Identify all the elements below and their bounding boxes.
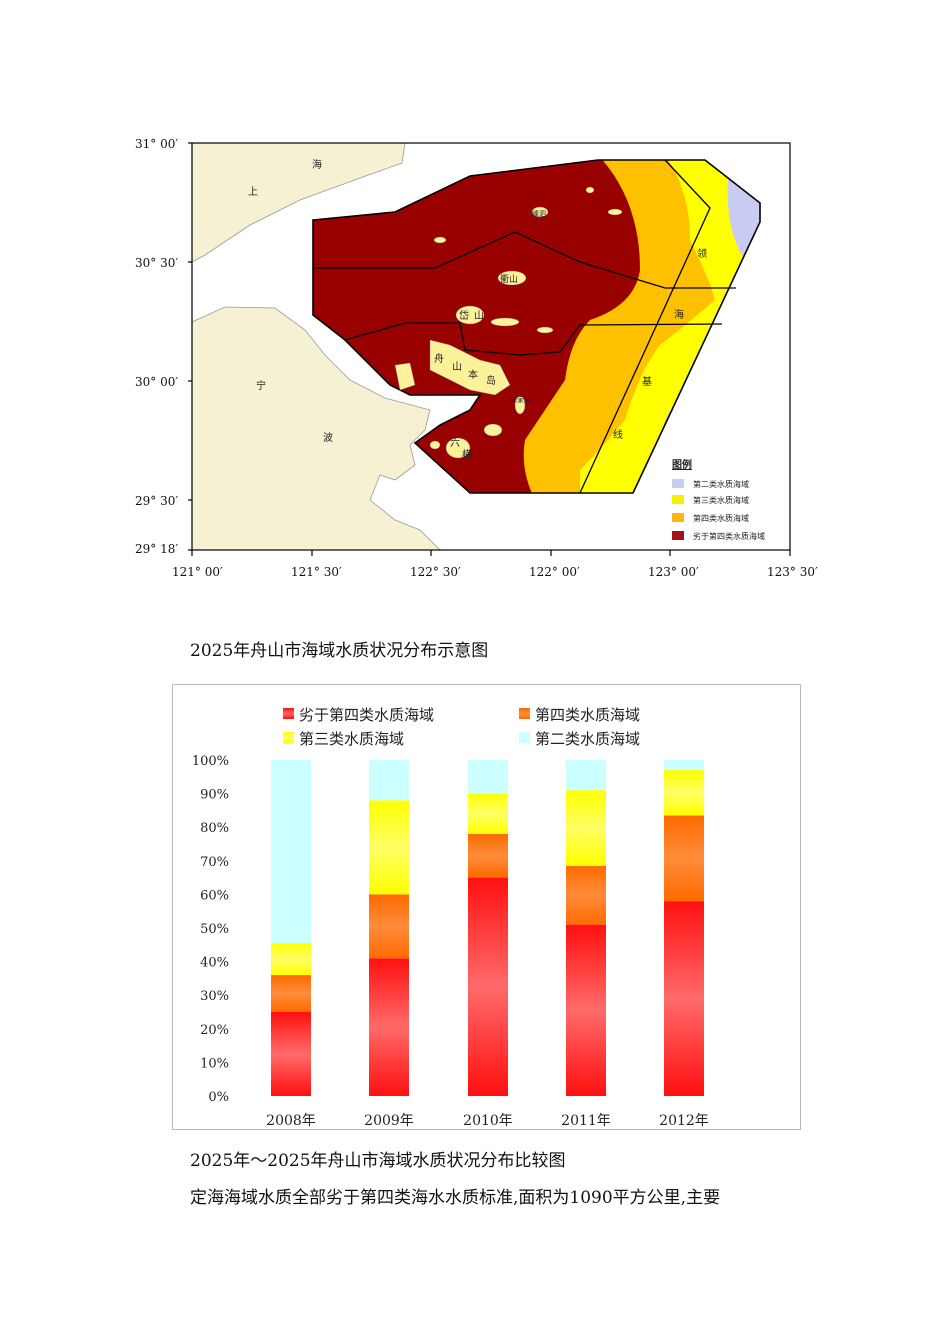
place-label: 朱家尖 bbox=[510, 395, 531, 404]
lon-label: 121° 30′ bbox=[291, 565, 342, 579]
lon-label: 123° 00′ bbox=[648, 565, 699, 579]
y-tick-label: 60% bbox=[200, 888, 229, 903]
bar-segment bbox=[369, 958, 409, 1096]
bar-segment bbox=[369, 760, 409, 801]
legend-label: 劣于第四类水质海域 bbox=[693, 531, 765, 541]
y-tick-label: 50% bbox=[200, 922, 229, 937]
bar-segment bbox=[664, 770, 704, 816]
x-tick-label: 2010年 bbox=[463, 1113, 513, 1129]
place-label: 衢山 bbox=[500, 273, 518, 285]
bar-segment bbox=[566, 760, 606, 791]
body-paragraph: 定海海域水质全部劣于第四类海水水质标准,面积为1090平方公里,主要 bbox=[190, 1188, 721, 1208]
place-label: 领 bbox=[697, 247, 707, 260]
map-legend: 图例 第二类水质海域 第三类水质海域 第四类水质海域 劣于第四类水质海域 bbox=[672, 458, 765, 541]
y-tick-label: 80% bbox=[200, 821, 229, 836]
place-label: 线 bbox=[613, 428, 623, 441]
map-caption: 2025年舟山市海域水质状况分布示意图 bbox=[190, 641, 489, 661]
place-label: 上 bbox=[248, 186, 258, 198]
bar-segment bbox=[468, 793, 508, 834]
y-tick-label: 10% bbox=[200, 1056, 229, 1071]
y-tick-label: 100% bbox=[192, 754, 229, 769]
legend-label: 第四类水质海域 bbox=[535, 706, 640, 724]
bar-segment bbox=[664, 901, 704, 1096]
place-label: 岛 bbox=[486, 374, 496, 387]
place-label: 海 bbox=[674, 308, 684, 321]
y-tick-label: 20% bbox=[200, 1023, 229, 1038]
bar-segment bbox=[566, 790, 606, 866]
lat-label: 31° 00′ bbox=[135, 137, 178, 151]
lat-label: 30° 30′ bbox=[135, 256, 178, 270]
y-tick-label: 90% bbox=[200, 788, 229, 803]
lon-label: 123° 30′ bbox=[767, 565, 818, 579]
place-label: 岱 bbox=[459, 309, 469, 322]
water-quality-map: 31° 00′ 30° 30′ 30° 00′ 29° 30′ 29° 18′ … bbox=[135, 137, 818, 579]
place-label: 本 bbox=[468, 368, 478, 381]
place-label: 海 bbox=[312, 158, 322, 171]
bar-segment bbox=[271, 943, 311, 976]
y-tick-label: 70% bbox=[200, 855, 229, 870]
bar-segment bbox=[468, 877, 508, 1096]
lat-label: 30° 00′ bbox=[135, 375, 178, 389]
place-label: 山 bbox=[452, 361, 462, 373]
bar-segment bbox=[566, 865, 606, 925]
place-label: 舟 bbox=[434, 352, 444, 365]
bar-segment bbox=[664, 760, 704, 771]
place-label: 山 bbox=[474, 310, 484, 322]
place-label: 横 bbox=[462, 448, 472, 461]
legend-label: 第三类水质海域 bbox=[299, 730, 404, 748]
chart-frame bbox=[172, 684, 801, 1130]
y-tick-label: 40% bbox=[200, 956, 229, 971]
bar-segment bbox=[369, 894, 409, 959]
x-tick-label: 2009年 bbox=[364, 1113, 414, 1129]
legend-label: 第二类水质海域 bbox=[535, 730, 640, 748]
legend-title: 图例 bbox=[672, 458, 692, 471]
bar-segment bbox=[271, 760, 311, 944]
lon-label: 122° 00′ bbox=[529, 565, 580, 579]
place-label: 嵊泗 bbox=[532, 209, 546, 218]
bar-segment bbox=[566, 924, 606, 1096]
legend-label: 劣于第四类水质海域 bbox=[299, 706, 434, 724]
lon-label: 122° 30′ bbox=[410, 565, 461, 579]
lon-label: 121° 00′ bbox=[172, 565, 223, 579]
chart-legend: 劣于第四类水质海域 第四类水质海域 第三类水质海域 第二类水质海域 bbox=[283, 706, 640, 748]
islands bbox=[394, 186, 623, 459]
grade2-zone-north bbox=[727, 180, 760, 260]
bar-segment bbox=[271, 975, 311, 1012]
bar-segment bbox=[468, 760, 508, 794]
chart-caption: 2025年～2025年舟山市海域水质状况分布比较图 bbox=[190, 1151, 566, 1171]
bar-segment bbox=[468, 833, 508, 878]
legend-label: 第四类水质海域 bbox=[693, 513, 749, 523]
legend-label: 第二类水质海域 bbox=[693, 479, 749, 489]
shanghai-land bbox=[192, 143, 406, 263]
lat-label: 29° 30′ bbox=[135, 494, 178, 508]
lat-label: 29° 18′ bbox=[135, 542, 178, 556]
y-tick-label: 30% bbox=[200, 989, 229, 1004]
bar-segment bbox=[664, 815, 704, 902]
legend-label: 第三类水质海域 bbox=[693, 495, 749, 505]
bar-segment bbox=[271, 1012, 311, 1096]
x-tick-label: 2012年 bbox=[659, 1113, 709, 1129]
y-tick-label: 0% bbox=[208, 1090, 229, 1105]
x-tick-label: 2011年 bbox=[561, 1113, 611, 1129]
bar-segment bbox=[369, 800, 409, 895]
ningbo-land bbox=[192, 306, 441, 550]
place-label: 波 bbox=[323, 431, 333, 444]
x-tick-label: 2008年 bbox=[266, 1113, 316, 1129]
place-label: 基 bbox=[642, 375, 652, 388]
place-label: 宁 bbox=[256, 379, 266, 392]
place-label: 六 bbox=[450, 437, 460, 449]
